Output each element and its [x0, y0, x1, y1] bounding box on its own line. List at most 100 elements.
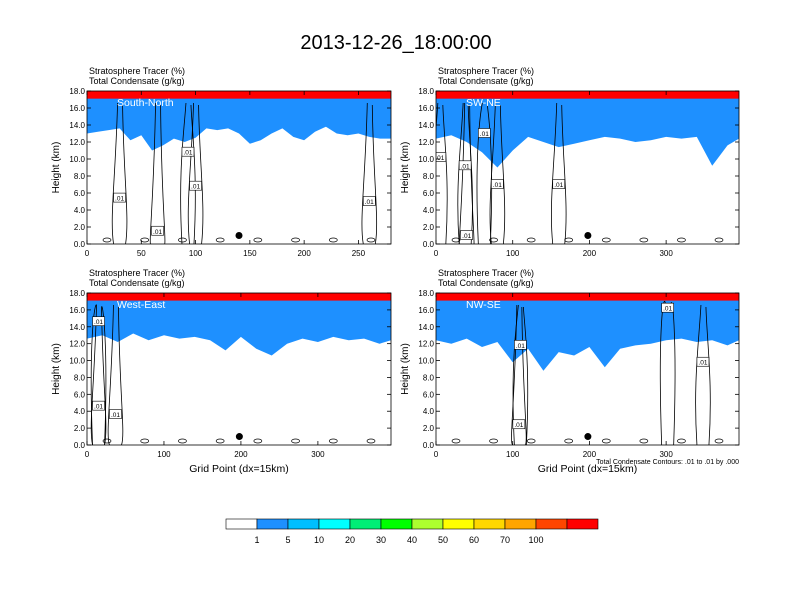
tracer-band-top: [87, 293, 391, 301]
contour-label-box: [189, 180, 202, 191]
colorbar-label: 30: [376, 535, 386, 545]
y-tick-label: 14.0: [418, 323, 434, 332]
contour-label: .01: [516, 343, 525, 350]
y-tick-label: 10.0: [69, 357, 85, 366]
colorbar-swatch: [380, 518, 413, 530]
condensate-contour: [253, 237, 263, 243]
contour-label-box: [436, 152, 447, 162]
y-tick-label: 16.0: [418, 306, 434, 315]
condensate-contour: [526, 237, 536, 243]
y-tick-label: 6.0: [423, 189, 435, 198]
y-tick-label: 2.0: [423, 424, 435, 433]
y-tick-label: 14.0: [69, 121, 85, 130]
panel-frame: [435, 90, 740, 245]
contour-label: .01: [94, 319, 103, 326]
condensate-contour: [90, 304, 107, 445]
condensate-contour: [714, 237, 724, 243]
x-axis-label: Grid Point (dx=15km): [538, 463, 638, 475]
contour-label: .01: [480, 131, 489, 138]
condensate-contour: [361, 102, 378, 244]
x-tick-label: 100: [189, 249, 203, 258]
panel-header-tracer: Stratosphere Tracer (%): [89, 268, 185, 278]
y-axis-label: Height (km): [51, 142, 62, 194]
x-tick-label: 250: [352, 249, 366, 258]
contour-label: .01: [183, 150, 192, 157]
contour-label-box: [181, 146, 195, 157]
condensate-contour: [639, 237, 649, 243]
panel-name: SW-NE: [466, 97, 501, 109]
contour-label-box: [92, 316, 105, 327]
x-tick-label: 200: [297, 249, 311, 258]
x-tick-label: 100: [506, 450, 520, 459]
contour-label: .01: [514, 422, 523, 429]
contour-label-box: [696, 356, 710, 367]
contour-label-box: [362, 196, 376, 206]
contour-label-box: [109, 409, 122, 419]
y-tick-label: 16.0: [69, 306, 85, 315]
condensate-contour: [102, 237, 112, 243]
contour-note: Total Condensate Contours: .01 to .01 by…: [596, 459, 739, 466]
panel-west-east: .01 .01 .01 West-East Height (km): [51, 292, 392, 446]
condensate-contour: [328, 438, 338, 444]
condensate-contour: [564, 237, 574, 243]
panel-name: West-East: [117, 299, 165, 311]
colorbar-label: 1: [254, 535, 259, 545]
y-tick-label: 8.0: [74, 172, 86, 181]
x-tick-label: 0: [434, 249, 439, 258]
contour-label: .01: [698, 360, 707, 367]
x-axis-label: Grid Point (dx=15km): [189, 463, 289, 475]
y-axis-label: Height (km): [400, 142, 411, 194]
condensate-contour: [677, 438, 686, 444]
y-tick-label: 2.0: [74, 223, 86, 232]
contour-label: .01: [191, 184, 200, 191]
y-axis-label: Height (km): [51, 343, 62, 395]
condensate-contour: [451, 438, 461, 444]
contour-label-box: [478, 128, 491, 138]
contour-label-box: [552, 179, 566, 189]
y-tick-label: 12.0: [418, 138, 434, 147]
condensate-contour: [149, 102, 166, 244]
condensate-contour: [291, 438, 300, 444]
colorbar-swatch: [411, 518, 444, 530]
y-tick-label: 10.0: [69, 155, 85, 164]
y-tick-label: 4.0: [74, 206, 86, 215]
x-tick-label: 150: [243, 249, 257, 258]
contour-label-box: [460, 230, 473, 240]
condensate-contour: [639, 438, 649, 444]
panel-header-tracer: Stratosphere Tracer (%): [438, 66, 534, 76]
contour-label-box: [514, 340, 527, 350]
y-tick-label: 18.0: [418, 87, 434, 96]
colorbar-swatch: [318, 518, 351, 530]
condensate-contour: [714, 438, 724, 444]
condensate-contour: [601, 438, 611, 444]
colorbar-label: 20: [345, 535, 355, 545]
x-tick-label: 50: [137, 249, 146, 258]
y-tick-label: 16.0: [418, 104, 434, 113]
panel-frame: [86, 292, 392, 446]
condensate-contour: [111, 102, 128, 244]
y-tick-label: 14.0: [69, 323, 85, 332]
condensate-contour: [140, 237, 150, 243]
colorbar-swatch: [349, 518, 382, 530]
colorbar-label: 10: [314, 535, 324, 545]
contour-label: .01: [111, 412, 120, 419]
y-tick-label: 8.0: [423, 373, 435, 382]
x-tick-label: 300: [659, 249, 673, 258]
contour-label-box: [512, 419, 526, 430]
condensate-contour: [215, 438, 225, 444]
x-tick-label: 0: [434, 450, 439, 459]
colorbar-swatch: [256, 518, 289, 530]
y-tick-label: 16.0: [69, 104, 85, 113]
panel-sw-ne: .01 .01 .01 .01 .01 .01 SW-NE Height (km): [400, 90, 740, 245]
tracer-field: .01 .01 .01: [87, 293, 391, 445]
y-tick-label: 6.0: [74, 390, 86, 399]
colorbar-swatch: [504, 518, 537, 530]
y-axis-label: Height (km): [400, 343, 411, 395]
tracer-band: [87, 91, 391, 151]
condensate-contour: [215, 237, 225, 243]
contour-label: .01: [115, 196, 124, 203]
y-tick-label: 0.0: [423, 240, 435, 249]
x-tick-label: 200: [234, 450, 248, 459]
contour-label-box: [92, 400, 105, 411]
